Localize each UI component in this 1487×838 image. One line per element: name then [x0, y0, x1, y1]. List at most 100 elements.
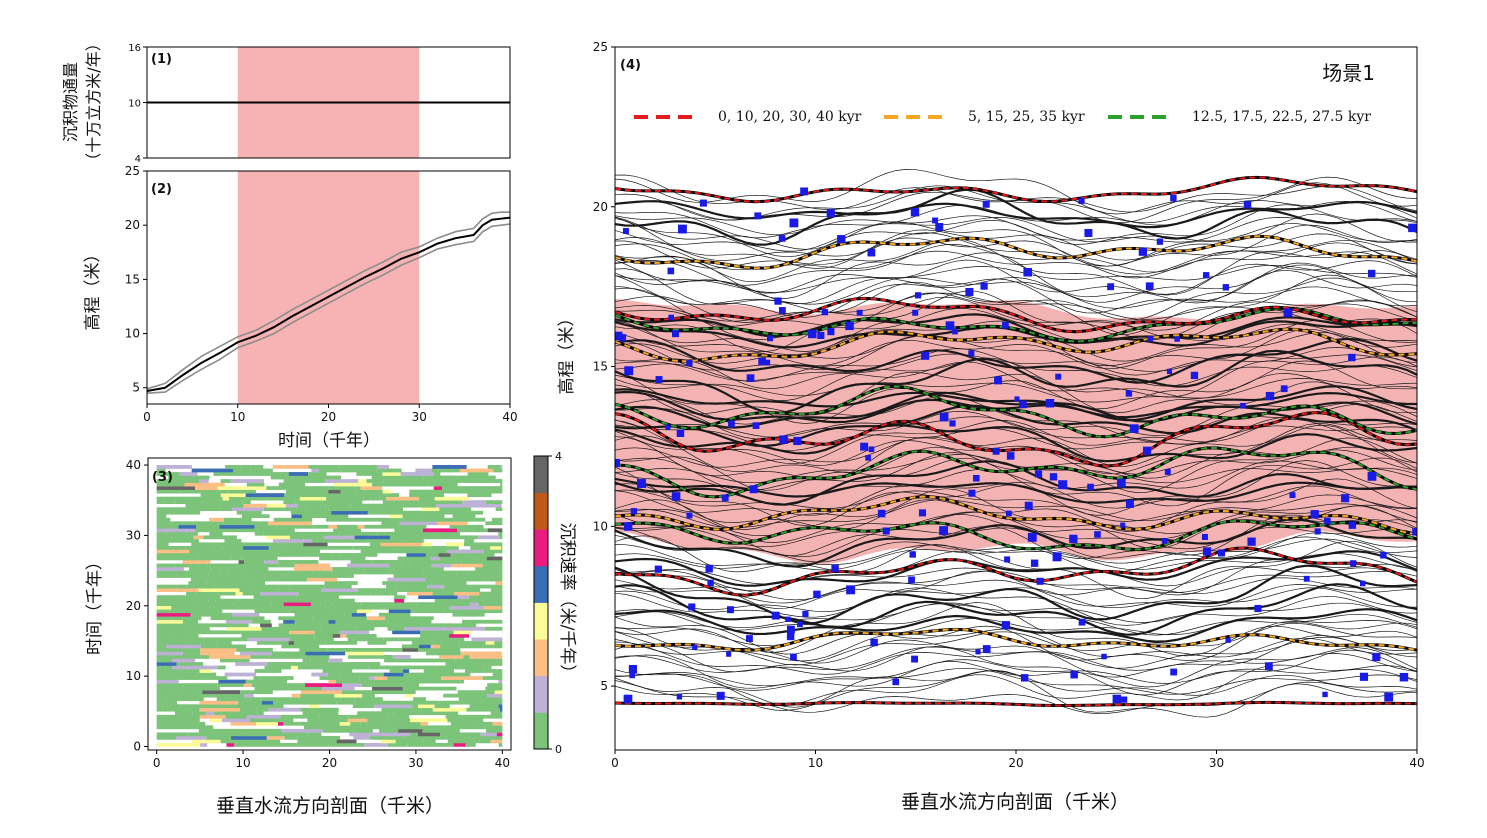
deposition-cell	[434, 531, 460, 536]
deposition-cell	[332, 602, 361, 607]
deposition-cell	[396, 545, 422, 550]
blue-marker	[1265, 391, 1275, 401]
deposition-cell	[458, 697, 502, 702]
deposition-cell	[370, 591, 391, 596]
deposition-cell	[244, 693, 254, 698]
deposition-cell	[416, 479, 428, 483]
deposition-cell	[260, 591, 299, 596]
deposition-cell	[317, 538, 338, 543]
deposition-cell	[311, 672, 328, 677]
deposition-cell	[364, 742, 388, 747]
deposition-cell	[387, 549, 424, 554]
deposition-cell	[311, 468, 319, 473]
deposition-cell	[422, 528, 458, 533]
deposition-cell	[219, 507, 233, 512]
time-surface-green	[615, 385, 1417, 438]
panel-2-label: (2)	[151, 182, 172, 197]
deposition-cell	[156, 665, 166, 670]
deposition-cell	[268, 521, 312, 526]
deposition-cell	[185, 545, 215, 550]
blue-marker	[1049, 473, 1058, 481]
deposition-cell	[380, 496, 387, 501]
deposition-cell	[437, 521, 468, 526]
deposition-cell	[402, 647, 419, 652]
blue-marker	[865, 454, 871, 461]
stratum-line	[615, 602, 1417, 636]
deposition-cell	[389, 563, 402, 568]
deposition-cell	[214, 584, 230, 589]
deposition-cell	[314, 637, 334, 642]
deposition-cell	[404, 626, 445, 631]
deposition-cell	[452, 514, 476, 519]
deposition-cell	[407, 742, 416, 747]
time-surface-orange	[615, 495, 1417, 536]
stratum-line	[615, 667, 1417, 695]
deposition-cell	[281, 718, 294, 723]
panel-1-ytick-label: 16	[128, 43, 141, 54]
deposition-cell	[380, 739, 396, 744]
deposition-cell	[200, 644, 218, 649]
deposition-cell	[223, 517, 252, 522]
deposition-cell	[360, 662, 381, 666]
deposition-cell	[423, 549, 448, 554]
deposition-cell	[382, 472, 401, 476]
deposition-cell	[387, 714, 410, 719]
deposition-cell	[487, 528, 503, 533]
deposition-cell	[469, 735, 503, 740]
deposition-cell	[300, 742, 329, 747]
deposition-cell	[277, 577, 307, 582]
deposition-cell	[484, 577, 503, 582]
stratum-line	[615, 215, 1417, 243]
deposition-cell	[498, 742, 503, 747]
deposition-cell	[383, 479, 417, 483]
deposition-cell	[318, 468, 342, 473]
deposition-cell	[190, 612, 217, 617]
deposition-cell	[284, 735, 298, 740]
deposition-cell	[431, 581, 467, 585]
deposition-cell	[490, 739, 503, 744]
deposition-cell	[185, 707, 200, 712]
deposition-cell	[308, 465, 340, 469]
deposition-cell	[194, 507, 214, 512]
legend-label: 0, 10, 20, 30, 40 kyr	[718, 109, 862, 125]
deposition-cell	[278, 560, 319, 564]
deposition-cell	[402, 500, 440, 505]
deposition-cell	[490, 669, 497, 673]
deposition-cell	[200, 651, 235, 656]
deposition-cell	[200, 742, 208, 747]
deposition-cell	[332, 496, 371, 501]
deposition-cell	[182, 647, 201, 652]
deposition-cell	[156, 605, 172, 610]
deposition-cell	[266, 486, 286, 490]
deposition-cell	[398, 728, 423, 733]
blue-marker	[721, 494, 729, 502]
panel-3-ytick-label: 30	[126, 528, 141, 542]
deposition-cell	[217, 665, 226, 670]
stratum-line	[615, 538, 1417, 571]
stratum-line	[615, 643, 1417, 696]
blue-marker	[1084, 228, 1093, 237]
deposition-cell	[434, 704, 450, 709]
deposition-cell	[192, 711, 207, 716]
deposition-cell	[489, 489, 503, 494]
deposition-cell	[328, 679, 336, 684]
deposition-cell	[419, 496, 435, 501]
deposition-cell	[277, 721, 284, 726]
deposition-cell	[340, 714, 378, 719]
deposition-cell	[324, 584, 352, 589]
colorbar-label: 沉积速率（米/千年）	[557, 523, 577, 682]
deposition-cell	[374, 676, 388, 680]
deposition-cell	[359, 676, 370, 680]
deposition-cell	[421, 542, 432, 547]
stratum-line	[615, 295, 1417, 340]
deposition-cell	[390, 591, 398, 596]
deposition-cell	[281, 626, 321, 631]
deposition-cell	[392, 630, 421, 635]
blue-marker	[1138, 247, 1147, 256]
blue-marker	[688, 603, 696, 611]
deposition-cell	[325, 479, 359, 483]
deposition-cell	[372, 482, 401, 487]
deposition-cell	[451, 563, 483, 568]
deposition-cell	[264, 560, 279, 564]
